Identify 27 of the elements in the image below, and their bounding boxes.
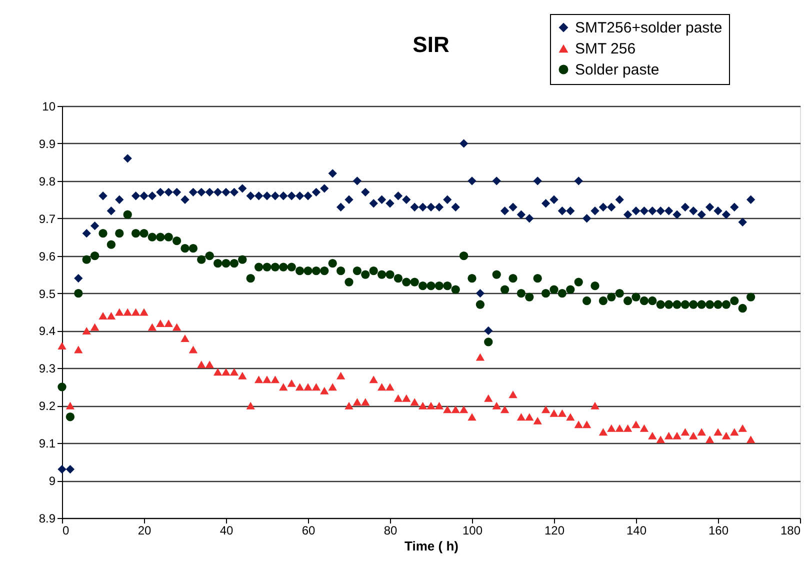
legend-label: SMT256+solder paste (575, 20, 722, 36)
y-tick-label: 8.9 (38, 512, 56, 526)
x-tick-label: 40 (220, 524, 234, 538)
chart-title: SIR (412, 32, 450, 57)
y-tick-label: 9 (48, 474, 56, 488)
legend-label: SMT 256 (575, 40, 636, 58)
y-tick-label: 9.9 (38, 136, 56, 151)
y-tick-label: 9.6 (38, 249, 56, 264)
y-tick-label: 9.4 (38, 324, 56, 338)
x-tick-label: 0 (62, 524, 70, 538)
y-tick-label: 10 (42, 100, 56, 114)
y-tick-label: 9.3 (38, 362, 56, 376)
x-tick-label: 140 (626, 524, 647, 538)
y-tick-label: 9.2 (38, 399, 56, 414)
x-tick-label: 100 (462, 524, 483, 538)
y-tick-label: 9.5 (38, 286, 56, 301)
y-tick-label: 9.8 (38, 174, 56, 188)
y-tick-label: 9.1 (38, 436, 56, 451)
x-tick-label: 60 (302, 524, 316, 538)
x-tick-label: 20 (138, 524, 152, 538)
x-axis-title: Time ( h) (404, 538, 458, 554)
x-tick-label: 160 (708, 524, 729, 538)
x-tick-label: 80 (384, 524, 398, 538)
x-tick-label: 180 (780, 524, 801, 538)
x-tick-label: 120 (544, 524, 565, 538)
y-tick-label: 9.7 (38, 212, 56, 226)
legend-label: Solder paste (575, 62, 660, 78)
